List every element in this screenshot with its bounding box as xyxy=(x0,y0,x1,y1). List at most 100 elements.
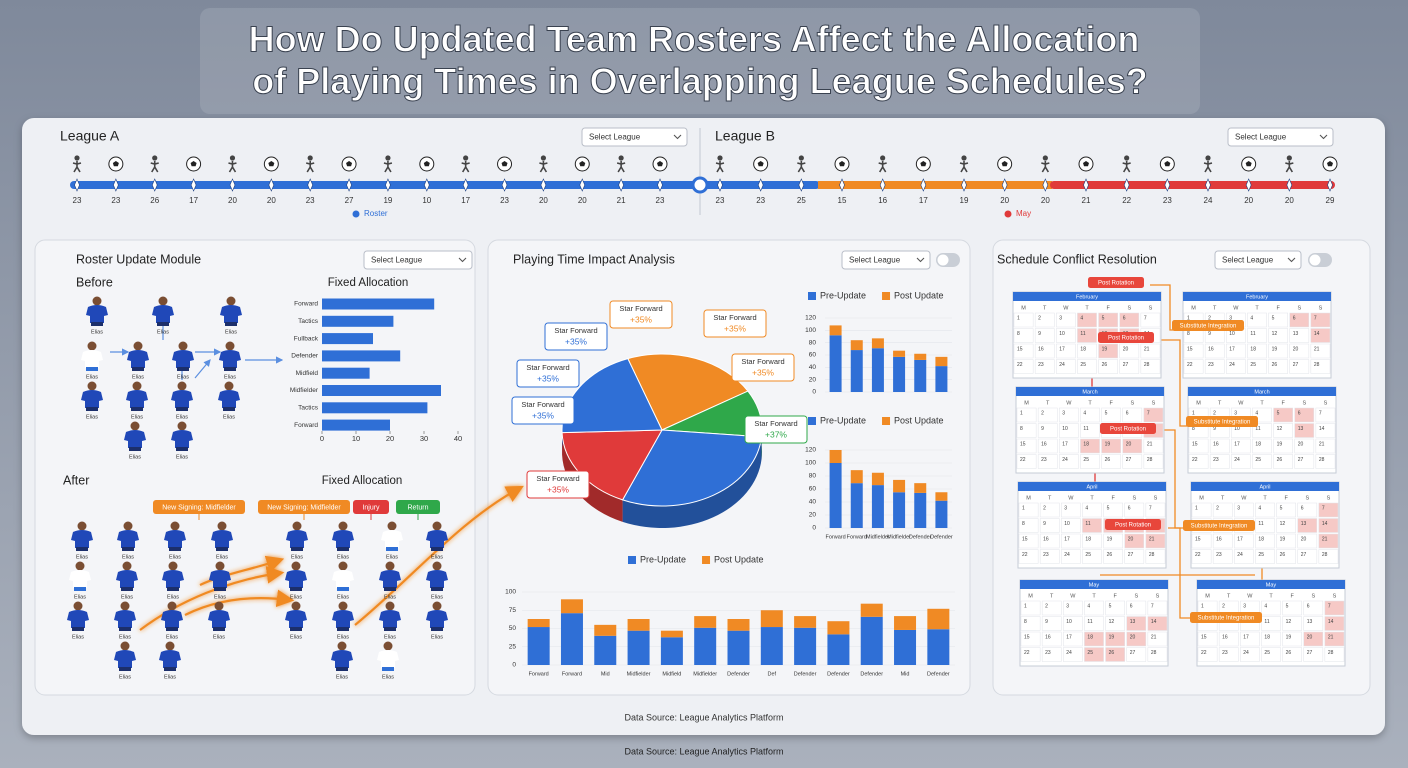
player-name: Elias xyxy=(157,329,169,335)
calendar-day: 20 xyxy=(1293,346,1299,352)
player-shorts xyxy=(164,667,176,671)
conflict-tag xyxy=(1105,519,1161,530)
section-label: Before xyxy=(76,275,113,289)
timeline-handle[interactable] xyxy=(691,176,709,194)
player-shorts xyxy=(384,627,396,631)
calendar-day: 16 xyxy=(1041,441,1047,447)
player-name: Elias xyxy=(129,454,141,460)
callout-value: +35% xyxy=(565,336,587,346)
calendar-cell xyxy=(1247,312,1267,328)
toggle[interactable] xyxy=(1308,253,1332,267)
timeline-segment xyxy=(818,181,1052,189)
toggle[interactable] xyxy=(936,253,960,267)
pie-slice xyxy=(561,357,663,434)
ball-icon xyxy=(1322,156,1338,172)
timeline-value: 17 xyxy=(189,196,198,205)
ball-patch xyxy=(839,161,845,167)
timeline-value: 20 xyxy=(578,196,587,205)
bar-segment xyxy=(794,616,817,628)
calendar-cell xyxy=(1013,343,1034,359)
conflict-tag-text: Post Rotation xyxy=(1108,336,1144,342)
head xyxy=(463,155,469,161)
dropdown[interactable]: Select League xyxy=(1214,250,1302,270)
calendar-cell xyxy=(1191,533,1212,549)
legend-text: Post Update xyxy=(894,415,944,425)
weekday: S xyxy=(1327,495,1331,501)
calendar-cell xyxy=(1020,600,1041,616)
player-jersey xyxy=(426,530,448,548)
calendar-day: 2 xyxy=(1213,410,1216,416)
calendar-day: 8 xyxy=(1017,331,1020,337)
dropdown[interactable]: Select League xyxy=(1227,127,1334,147)
callout xyxy=(744,415,808,444)
calendar-day: 10 xyxy=(1066,619,1072,625)
player-icon xyxy=(72,155,82,173)
ball-patch xyxy=(1164,161,1171,167)
weekday: T xyxy=(1263,495,1267,501)
calendar-cell xyxy=(1126,631,1147,647)
bar-segment xyxy=(827,634,850,665)
player-jersey xyxy=(286,530,308,548)
calendar-day: 11 xyxy=(1080,331,1085,337)
bar-segment xyxy=(871,348,884,392)
calendar-day: 22 xyxy=(1195,552,1201,558)
timeline-value: 21 xyxy=(1082,196,1091,205)
calendar-cell xyxy=(1297,518,1318,533)
calendar-day: 21 xyxy=(1147,441,1153,447)
timeline-marker xyxy=(1205,178,1211,192)
bar-segment xyxy=(527,619,550,628)
calendar-cell xyxy=(1218,647,1239,662)
weekday: W xyxy=(1068,495,1074,501)
calendar-day: 18 xyxy=(1250,346,1256,352)
y-tick-label: Tactics xyxy=(298,318,319,325)
calendar-day: 13 xyxy=(1130,619,1136,625)
calendar-cell xyxy=(1140,343,1161,359)
player-head xyxy=(120,601,130,611)
body xyxy=(150,161,159,173)
timeline-marker xyxy=(151,178,158,192)
calendar-cell xyxy=(1318,533,1339,549)
weekday: F xyxy=(1290,593,1294,599)
calendar-cell xyxy=(1037,407,1058,423)
calendar-day: 21 xyxy=(1322,536,1328,542)
player-head xyxy=(120,641,130,651)
x-tick-label: Defender xyxy=(860,671,883,677)
calendar-day: 5 xyxy=(1286,603,1289,609)
calendar-cell xyxy=(1016,407,1037,423)
calendar-cell xyxy=(1103,533,1123,549)
player-name: Elias xyxy=(76,554,88,560)
calendar-cell xyxy=(1324,600,1345,616)
calendar-cell xyxy=(1080,454,1100,469)
calendar-day: 9 xyxy=(1041,426,1044,432)
player-jersey xyxy=(114,610,136,628)
ball-icon xyxy=(574,156,590,172)
x-tick-label: Midfielder xyxy=(693,671,717,677)
player xyxy=(220,296,242,326)
weekday: T xyxy=(1269,593,1273,599)
calendar-cell xyxy=(1294,454,1315,469)
player-shorts xyxy=(431,547,443,551)
calendar-cell xyxy=(1273,423,1293,438)
calendar-day: 1 xyxy=(1195,505,1198,511)
player-jersey xyxy=(69,570,91,588)
player xyxy=(116,561,138,591)
timeline-marker xyxy=(74,178,80,192)
timeline-marker xyxy=(462,178,469,192)
timeline-marker xyxy=(1123,178,1130,192)
dropdown[interactable]: Select League xyxy=(841,250,931,270)
dropdown[interactable]: Select League xyxy=(581,127,688,147)
calendar-day: 7 xyxy=(1147,410,1150,416)
calendar-cell xyxy=(1016,423,1037,438)
calendar-day: 5 xyxy=(1277,410,1280,416)
dropdown[interactable]: Select League xyxy=(363,250,473,270)
player-head xyxy=(168,561,178,571)
calendar-day: 6 xyxy=(1293,315,1296,321)
bar-segment xyxy=(560,599,583,614)
player-head xyxy=(122,561,132,571)
timeline-value: 25 xyxy=(797,196,806,205)
callout-value: +35% xyxy=(532,410,554,420)
player-head xyxy=(338,601,348,611)
calendar-cell xyxy=(1234,502,1254,518)
bar-segment xyxy=(594,635,617,665)
calendar-cell xyxy=(1297,502,1318,518)
